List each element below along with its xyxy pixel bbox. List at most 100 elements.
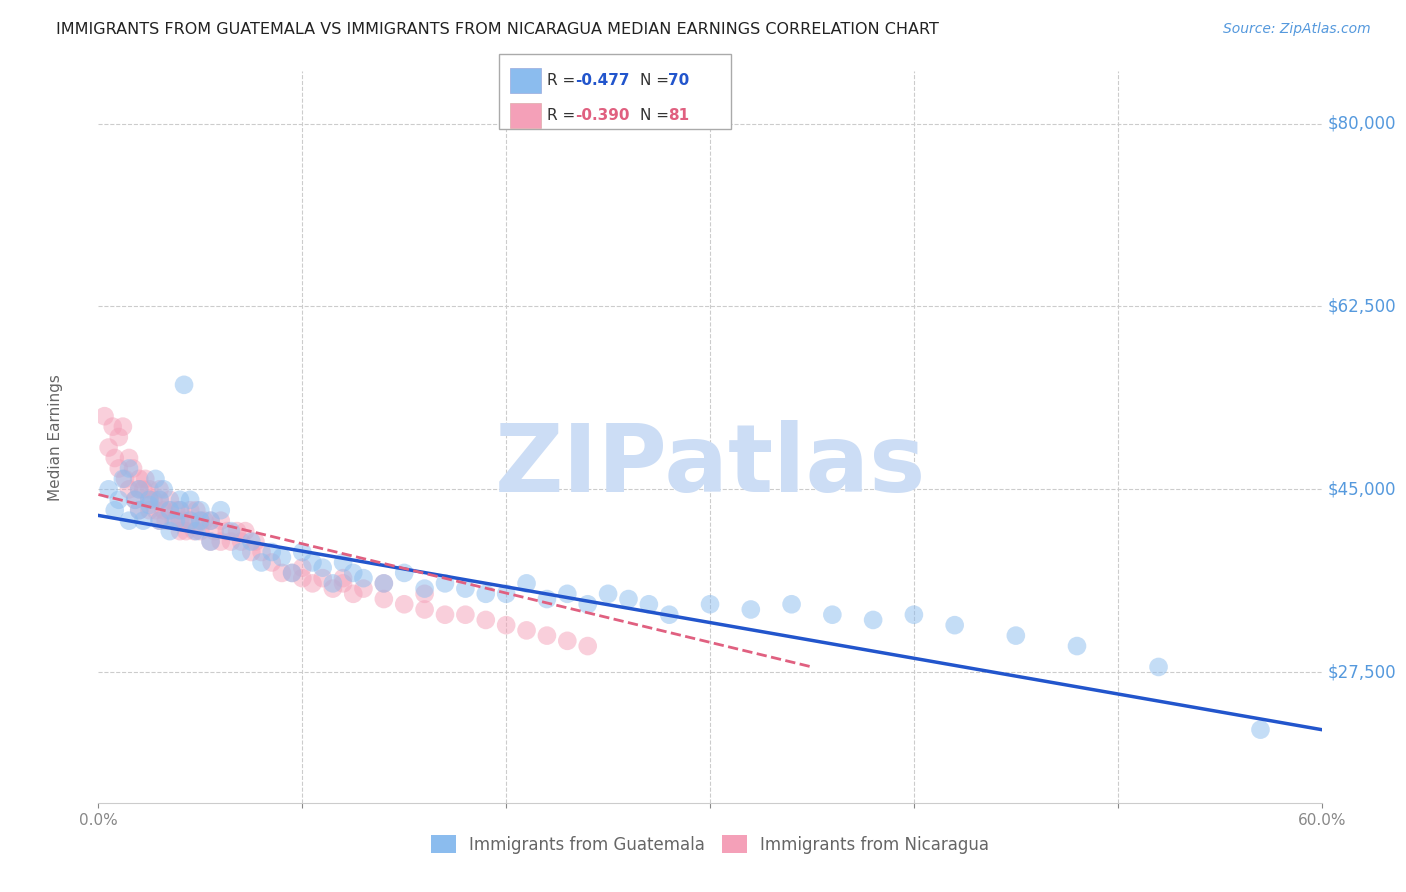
Text: Source: ZipAtlas.com: Source: ZipAtlas.com [1223,22,1371,37]
Point [111,419,134,434]
Text: N =: N = [640,108,673,123]
Point [332,576,354,591]
Point [169,492,191,507]
Point [145,503,167,517]
Point [536,629,558,643]
Point [132,483,155,497]
Point [413,587,436,601]
Point [1066,639,1088,653]
Point [943,618,966,632]
Point [186,503,208,517]
Point [474,587,498,601]
Point [179,514,201,528]
Text: 81: 81 [668,108,689,123]
Point [516,624,538,638]
Point [233,524,256,538]
Point [111,472,134,486]
Point [186,524,208,538]
Point [204,524,226,538]
Point [183,524,205,538]
Point [332,571,354,585]
Point [138,492,160,507]
Point [658,607,681,622]
Point [193,514,215,528]
Text: N =: N = [640,72,673,87]
Point [495,618,517,632]
Point [352,582,374,596]
Point [124,492,146,507]
Point [1249,723,1271,737]
Point [291,545,314,559]
Point [200,514,222,528]
Point [169,514,191,528]
Point [108,430,131,444]
Point [118,461,141,475]
Point [536,592,558,607]
Text: Median Earnings: Median Earnings [48,374,63,500]
Point [155,514,177,528]
Point [149,514,172,528]
Point [291,560,314,574]
Point [250,556,273,570]
Point [434,607,457,622]
Point [240,545,263,559]
Point [132,514,155,528]
Point [555,633,579,648]
Point [118,483,141,497]
Point [373,576,395,591]
Point [174,524,197,538]
Point [576,597,599,611]
Point [165,503,187,517]
Point [152,483,174,497]
Point [169,503,191,517]
Point [138,492,160,507]
Point [97,441,120,455]
Point [245,534,267,549]
Point [101,419,124,434]
Point [169,503,191,517]
Point [226,524,249,538]
Point [240,534,263,549]
Point [1147,660,1170,674]
Point [179,503,201,517]
Point [219,534,242,549]
Text: R =: R = [547,72,581,87]
Point [740,602,762,616]
Point [173,377,195,392]
Point [209,503,232,517]
Text: ZIPatlas: ZIPatlas [495,420,925,512]
Point [149,514,172,528]
Point [322,582,344,596]
Point [555,587,579,601]
Point [342,566,364,580]
Point [200,534,222,549]
Point [118,450,141,465]
Text: R =: R = [547,108,581,123]
Point [179,514,201,528]
Point [332,556,354,570]
Point [149,483,172,497]
Point [322,576,344,591]
Point [862,613,884,627]
Point [434,576,457,591]
Point [250,545,273,559]
Point [200,534,222,549]
Point [149,492,172,507]
Point [108,492,131,507]
Point [291,571,314,585]
Point [108,461,131,475]
Point [454,607,477,622]
Point [159,503,181,517]
Point [97,483,120,497]
Point [138,483,160,497]
Point [231,534,253,549]
Point [138,498,160,512]
Point [152,503,174,517]
Point [124,492,146,507]
Point [169,524,191,538]
Point [699,597,721,611]
Point [474,613,498,627]
Point [128,483,150,497]
Text: $27,500: $27,500 [1327,663,1396,681]
Point [260,556,283,570]
